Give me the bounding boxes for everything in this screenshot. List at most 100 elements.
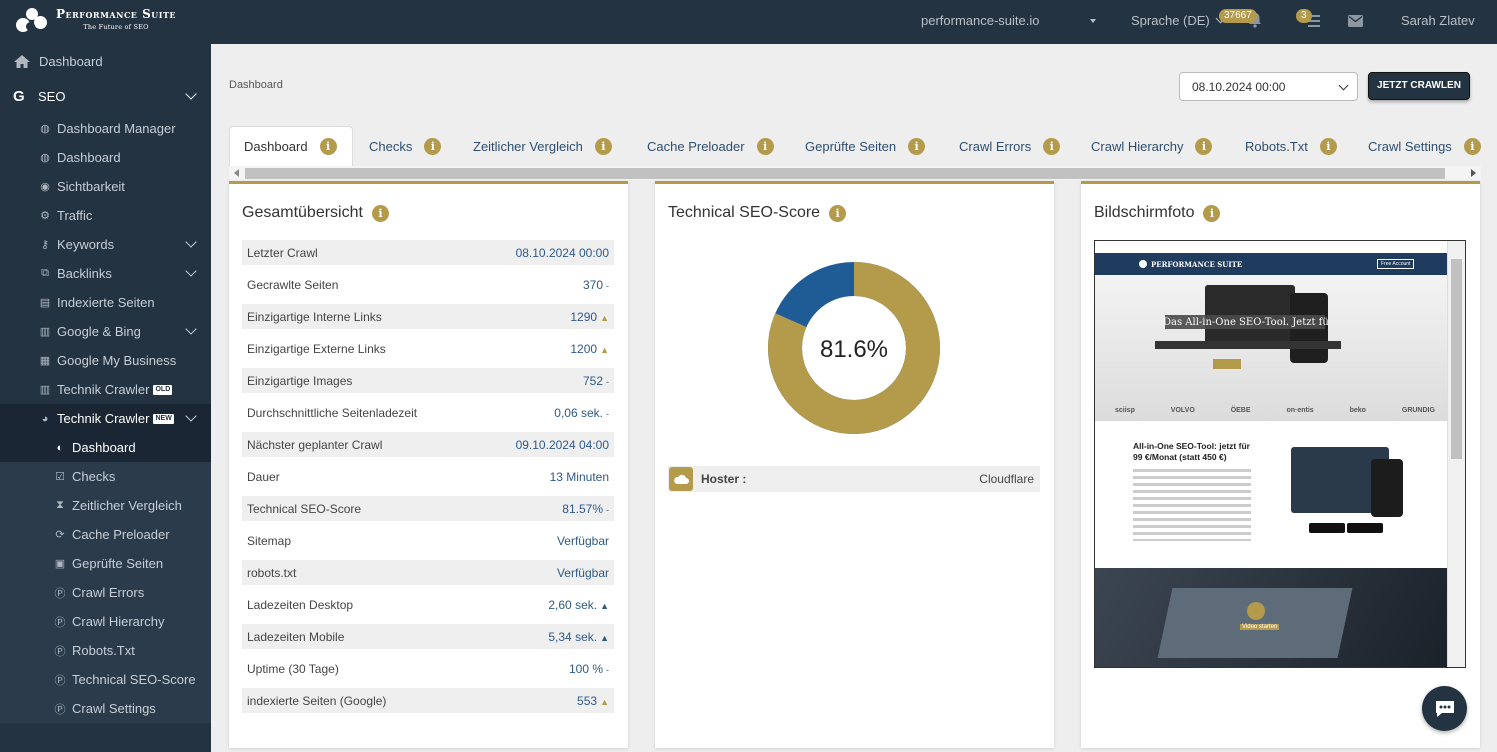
info-icon[interactable]: i: [829, 204, 847, 222]
user-menu[interactable]: Sarah Zlatev: [1401, 13, 1475, 28]
sidebar-subitem-checks[interactable]: ☑ Checks: [0, 462, 211, 491]
scroll-thumb[interactable]: [245, 168, 1445, 179]
sidebar-item-indexierte-seiten[interactable]: ▤ Indexierte Seiten: [0, 288, 211, 317]
sidebar-subitem-technical-seo-score[interactable]: Ⓟ Technical SEO-Score: [0, 665, 211, 694]
logo-title: Performance Suite: [56, 7, 177, 21]
sidebar-item-keywords[interactable]: ⚷ Keywords: [0, 230, 211, 259]
domain-selector[interactable]: performance-suite.io: [921, 13, 1040, 28]
tab-robots-txt[interactable]: Robots.Txt i: [1231, 126, 1337, 166]
scroll-left-icon[interactable]: [234, 169, 239, 177]
dashboard-manager-icon: ◍: [40, 123, 50, 135]
overview-row-value: Verfügbar: [557, 534, 609, 548]
info-icon[interactable]: i: [1195, 137, 1213, 155]
sidebar-subitem-crawl-errors[interactable]: Ⓟ Crawl Errors: [0, 578, 211, 607]
screenshot-hero-text: Das All-in-One SEO-Tool. Jetzt für 99 €!: [1163, 317, 1329, 328]
check-square-icon: ☑: [55, 471, 65, 483]
info-icon[interactable]: i: [424, 137, 442, 155]
tab-crawl-settings[interactable]: Crawl Settings i: [1354, 126, 1481, 166]
tab-label: Robots.Txt: [1245, 138, 1308, 154]
sidebar-item-google-my-business[interactable]: ▦ Google My Business: [0, 346, 211, 375]
domain-caret-icon[interactable]: [1090, 19, 1096, 23]
chevron-down-icon: [185, 410, 197, 422]
sidebar-subitem-dashboard[interactable]: ◐ Dashboard: [0, 433, 211, 462]
info-icon[interactable]: i: [594, 137, 612, 155]
overview-value-text: Verfügbar: [556, 533, 609, 548]
overview-value-text: 0,06 sek.: [554, 405, 603, 420]
tab-cache-preloader[interactable]: Cache Preloader i: [633, 126, 774, 166]
sidebar-item-backlinks[interactable]: ⧉ Backlinks: [0, 259, 211, 288]
domain-label: performance-suite.io: [921, 13, 1040, 28]
cloud-icon: [669, 467, 693, 491]
sidebar-subitem-cache-preloader[interactable]: ⟳ Cache Preloader: [0, 520, 211, 549]
tab-crawl-errors[interactable]: Crawl Errors i: [945, 126, 1061, 166]
overview-row: Technical SEO-Score 81.57% -: [242, 496, 614, 521]
overview-row: Einzigartige Images 752-: [242, 368, 614, 393]
sidebar-item-dashboard[interactable]: ◍ Dashboard: [0, 143, 211, 172]
overview-row: Durchschnittliche Seitenladezeit 0,06 sek…: [242, 400, 614, 425]
sidebar-subitem-crawl-settings[interactable]: Ⓟ Crawl Settings: [0, 694, 211, 723]
sidebar-item-label: Zeitlicher Vergleich: [72, 498, 182, 513]
sidebar-item-seo[interactable]: G SEO: [0, 79, 211, 114]
info-icon[interactable]: i: [319, 138, 337, 155]
tab-crawl-hierarchy[interactable]: Crawl Hierarchy i: [1077, 126, 1213, 166]
sidebar-item-dashboard[interactable]: Dashboard: [0, 44, 211, 79]
chat-button[interactable]: [1422, 686, 1467, 731]
trend-neutral-icon: -: [606, 408, 609, 419]
overview-row: Ladezeiten Mobile 5,34 sek. ▲: [242, 624, 614, 649]
tasks-badge: 3: [1296, 9, 1312, 23]
tab-zeitlicher-vergleich[interactable]: Zeitlicher Vergleich i: [459, 126, 612, 166]
file-icon: ▤: [39, 297, 51, 309]
trend-up-icon: ▲: [600, 696, 609, 707]
chart-icon: ▥: [39, 384, 51, 396]
screenshot-brand: VOLVO: [1170, 407, 1195, 414]
p-circle-icon: Ⓟ: [54, 674, 66, 687]
tab-gepr-fte-seiten[interactable]: Geprüfte Seiten i: [791, 126, 926, 166]
overview-card: Gesamtübersicht i Letzter Crawl 08.10.2024…: [229, 181, 628, 748]
sidebar-item-technik-crawler[interactable]: ▥ Technik Crawler OLD: [0, 375, 211, 404]
overview-row-value: 09.10.2024 04:00: [516, 438, 609, 452]
overview-value-text: 13 Minuten: [549, 469, 609, 484]
sidebar-item-label: Crawl Errors: [72, 585, 145, 600]
overview-row-label: Ladezeiten Desktop: [247, 597, 354, 612]
info-icon[interactable]: i: [371, 204, 389, 222]
sidebar-item-traffic[interactable]: ⚙ Traffic: [0, 201, 211, 230]
sidebar-item-label: Geprüfte Seiten: [72, 556, 164, 571]
info-icon[interactable]: i: [1043, 137, 1061, 155]
tab-dashboard[interactable]: Dashboard i: [229, 126, 353, 166]
info-icon[interactable]: i: [756, 137, 774, 155]
crawl-date-select[interactable]: 08.10.2024 00:00: [1179, 72, 1358, 101]
trend-up-icon: ▲: [600, 632, 609, 643]
hoster-row: Hoster : Cloudflare: [668, 466, 1040, 492]
scroll-right-icon[interactable]: [1471, 169, 1476, 177]
mail-button[interactable]: [1348, 14, 1363, 27]
overview-value-text: 370: [582, 277, 603, 292]
screenshot-video: Video starten: [1095, 568, 1447, 667]
crawl-now-button[interactable]: JETZT CRAWLEN: [1368, 72, 1470, 100]
breadcrumb[interactable]: Dashboard: [229, 79, 283, 91]
screenshot-hero: Das All-in-One SEO-Tool. Jetzt für 99 €!…: [1095, 275, 1447, 421]
sidebar-item-google-bing[interactable]: ▥ Google & Bing: [0, 317, 211, 346]
sidebar-item-technik-crawler[interactable]: ◕ Technik Crawler NEW: [0, 404, 211, 433]
tab-bar: Dashboard i Checks i Zeitlicher Vergleich i Ca…: [229, 126, 1481, 166]
sidebar-item-dashboard-manager[interactable]: ◍ Dashboard Manager: [0, 114, 211, 143]
tab-scrollbar[interactable]: [229, 166, 1481, 180]
info-icon[interactable]: i: [1203, 204, 1221, 222]
overview-row-value: 2,60 sek. ▲: [548, 598, 609, 612]
sidebar-item-sichtbarkeit[interactable]: ◉ Sichtbarkeit: [0, 172, 211, 201]
overview-row-value: 752-: [583, 374, 609, 388]
tab-checks[interactable]: Checks i: [355, 126, 442, 166]
overview-row-label: Einzigartige Externe Links: [247, 341, 386, 356]
info-icon[interactable]: i: [908, 137, 926, 155]
sidebar-subitem-gepr-fte-seiten[interactable]: ▣ Geprüfte Seiten: [0, 549, 211, 578]
screenshot-scrollbar: [1447, 241, 1465, 667]
overview-row-value: 100 % -: [569, 662, 609, 676]
logo[interactable]: Performance Suite The Future of SEO: [14, 6, 176, 36]
sidebar-subitem-crawl-hierarchy[interactable]: Ⓟ Crawl Hierarchy: [0, 607, 211, 636]
info-icon[interactable]: i: [1319, 137, 1337, 155]
sidebar-subitem-robots-txt[interactable]: Ⓟ Robots.Txt: [0, 636, 211, 665]
overview-row: robots.txt Verfügbar: [242, 560, 614, 585]
language-selector[interactable]: Sprache (DE): [1131, 13, 1226, 28]
screenshot-brand: sciisp: [1115, 407, 1135, 414]
info-icon[interactable]: i: [1463, 137, 1481, 155]
sidebar-subitem-zeitlicher-vergleich[interactable]: ⧗ Zeitlicher Vergleich: [0, 491, 211, 520]
